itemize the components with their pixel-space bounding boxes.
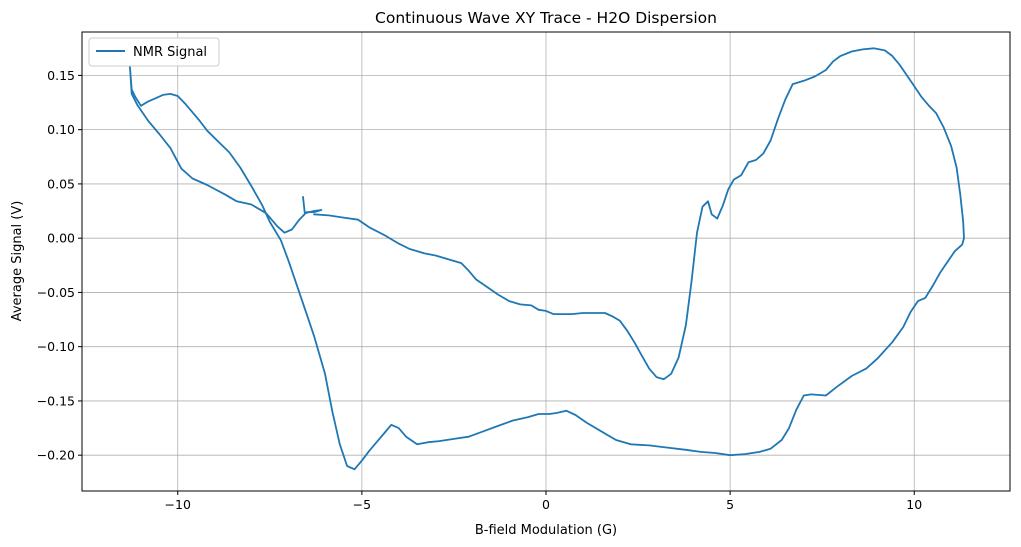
x-tick-label: 5 bbox=[726, 497, 734, 512]
legend-label: NMR Signal bbox=[133, 45, 207, 60]
legend-box bbox=[88, 37, 220, 67]
x-axis-label: B-field Modulation (G) bbox=[475, 523, 617, 538]
chart-title: Continuous Wave XY Trace - H2O Dispersio… bbox=[375, 9, 717, 27]
y-axis-label: Average Signal (V) bbox=[10, 201, 25, 322]
x-tick-label: 0 bbox=[542, 497, 550, 512]
y-tick-label: −0.05 bbox=[37, 285, 75, 300]
y-tick-label: 0.15 bbox=[47, 68, 75, 83]
legend: NMR Signal bbox=[88, 37, 220, 67]
y-tick-label: −0.10 bbox=[37, 339, 75, 354]
y-tick-label: −0.20 bbox=[37, 448, 75, 463]
series-line-nmr-signal bbox=[129, 47, 965, 471]
x-tick-label: −10 bbox=[165, 497, 191, 512]
y-tick-label: −0.15 bbox=[37, 393, 75, 408]
x-axis-ticks: −10 −5 0 5 10 bbox=[165, 491, 922, 512]
series-layer bbox=[129, 47, 965, 471]
y-axis-ticks: −0.20 −0.15 −0.10 −0.05 0.00 0.05 0.10 0.15 bbox=[37, 68, 82, 463]
x-tick-label: −5 bbox=[353, 497, 371, 512]
grid-lines bbox=[82, 32, 1010, 491]
y-tick-label: 0.10 bbox=[47, 122, 75, 137]
y-tick-label: 0.05 bbox=[47, 176, 75, 191]
x-tick-label: 10 bbox=[906, 497, 922, 512]
y-tick-label: 0.00 bbox=[47, 231, 75, 246]
